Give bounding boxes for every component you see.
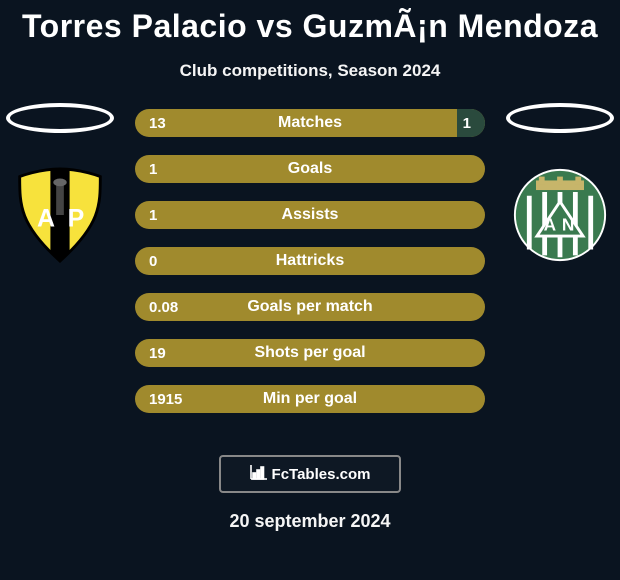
page-subtitle: Club competitions, Season 2024 [0,61,620,81]
chart-icon [250,464,268,485]
left-player-photo-placeholder [6,103,114,133]
badge-letter-n: N [562,214,574,234]
stat-bar: 1Goals [135,155,485,183]
date-label: 20 september 2024 [0,511,620,532]
stat-label: Shots per goal [135,344,485,362]
stat-label: Goals [135,160,485,178]
stat-right-value: 1 [463,115,471,132]
comparison-panel: A P A N 13Matches11Goals1Assists0Hattric… [0,109,620,429]
right-player-photo-placeholder [506,103,614,133]
stat-bar: 0Hattricks [135,247,485,275]
stat-bar: 0.08Goals per match [135,293,485,321]
right-club-badge-icon: A N [512,167,608,263]
badge-letter-a: A [37,205,55,233]
stat-label: Hattricks [135,252,485,270]
stat-bar: 1915Min per goal [135,385,485,413]
stat-bar: 13Matches1 [135,109,485,137]
badge-letter-p: P [68,205,85,233]
stat-label: Assists [135,206,485,224]
stat-label: Min per goal [135,390,485,408]
stat-label: Matches [135,114,485,132]
stat-label: Goals per match [135,298,485,316]
left-player-column: A P [0,103,120,263]
stat-bars: 13Matches11Goals1Assists0Hattricks0.08Go… [135,109,485,413]
left-club-badge-icon: A P [12,167,108,263]
badge-letter-a: A [544,214,557,234]
stat-bar: 1Assists [135,201,485,229]
right-player-column: A N [500,103,620,263]
page-title: Torres Palacio vs GuzmÃ¡n Mendoza [0,0,620,45]
brand-label: FcTables.com [272,466,371,483]
stat-bar: 19Shots per goal [135,339,485,367]
brand-link[interactable]: FcTables.com [219,455,401,493]
